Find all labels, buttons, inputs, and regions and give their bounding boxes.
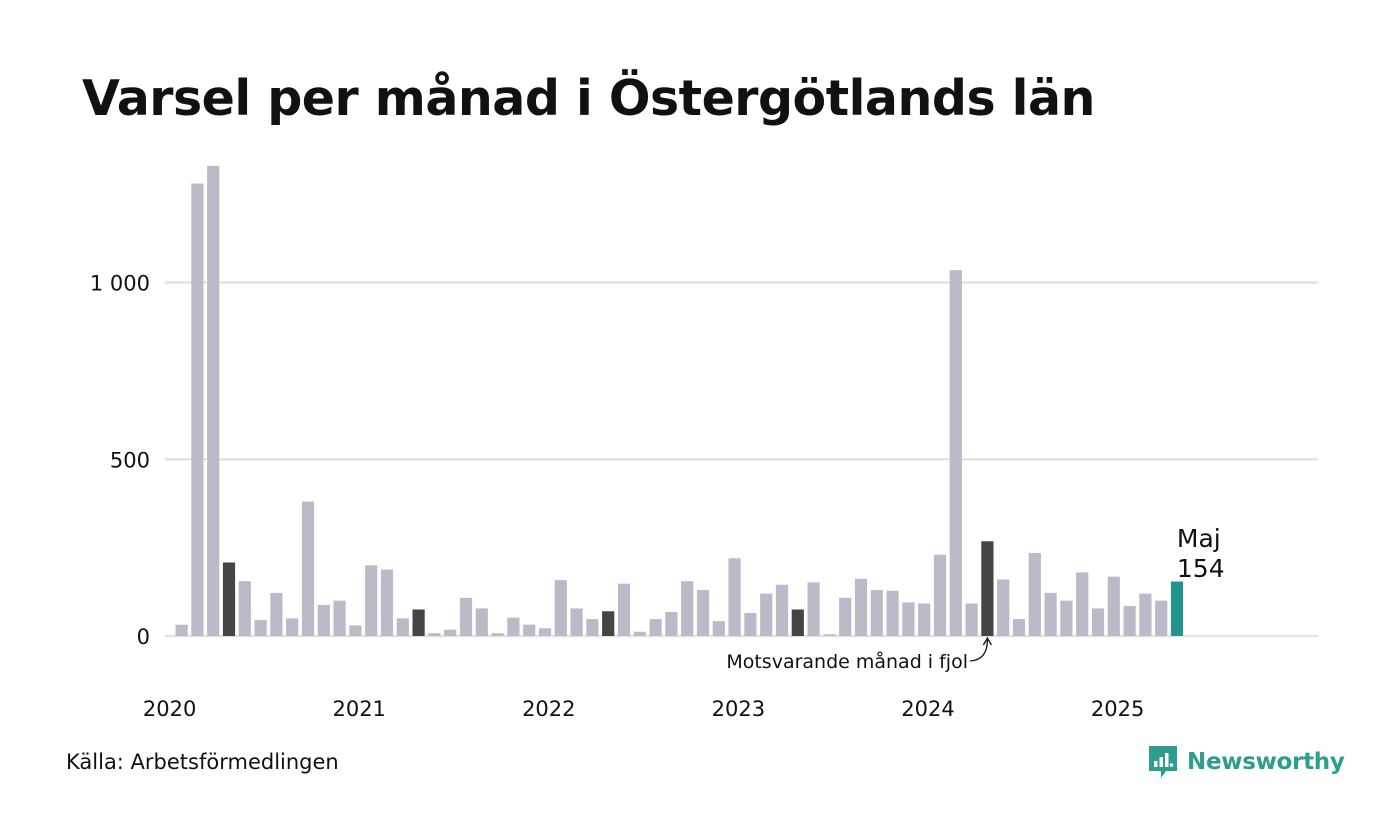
bar [459, 597, 473, 636]
bar [191, 183, 204, 636]
annotation-label: Motsvarande månad i fjol [726, 650, 968, 673]
bar [791, 609, 804, 636]
bar [254, 620, 267, 636]
bar [633, 631, 646, 636]
bar [918, 603, 931, 636]
bar [744, 613, 757, 636]
y-tick-label: 500 [110, 448, 150, 472]
x-tick-label: 2025 [1091, 697, 1144, 721]
bar [981, 541, 994, 636]
bar [523, 624, 536, 636]
bar [507, 617, 520, 636]
bar [1012, 619, 1026, 636]
chart-title: Varsel per månad i Östergötlands län [82, 70, 1095, 127]
bar [602, 611, 615, 636]
bar [554, 580, 567, 636]
brand-name: Newsworthy [1187, 749, 1345, 775]
bar [1091, 608, 1105, 636]
bar [349, 625, 362, 636]
bar [365, 565, 378, 636]
y-axis-ticks: 0 500 1 000 [90, 272, 150, 650]
bar [586, 619, 599, 636]
bar [1028, 552, 1041, 636]
bar [649, 619, 662, 636]
bar [1139, 593, 1152, 636]
bar [538, 628, 552, 636]
bar [491, 633, 504, 636]
bar [475, 608, 488, 636]
bar [1155, 600, 1168, 636]
current-month-label: Maj [1177, 524, 1221, 553]
bar [1123, 605, 1136, 636]
bar [933, 554, 947, 636]
bar [1107, 576, 1120, 636]
x-axis-ticks: 2020 2021 2022 2023 2024 2025 [143, 697, 1144, 721]
bar [760, 593, 773, 636]
source-note: Källa: Arbetsförmedlingen [66, 750, 339, 774]
x-tick-label: 2022 [522, 697, 575, 721]
bar [412, 609, 425, 636]
bar [207, 165, 220, 636]
bar [1044, 592, 1057, 636]
bar [665, 611, 678, 636]
bar [1076, 572, 1089, 636]
bar [728, 558, 741, 636]
bars [175, 165, 1184, 636]
bar [854, 578, 868, 636]
bar [886, 590, 899, 636]
bar [997, 579, 1010, 636]
bar [444, 629, 457, 636]
bar [870, 590, 883, 636]
bar [396, 618, 409, 636]
bar [301, 501, 315, 636]
y-tick-label: 0 [137, 625, 150, 649]
bar [696, 590, 710, 636]
bar [823, 634, 836, 636]
bar [712, 621, 725, 636]
newsworthy-logo-icon [1149, 746, 1177, 778]
bar [1170, 581, 1184, 636]
x-tick-label: 2021 [332, 697, 385, 721]
bar [333, 600, 346, 636]
bar [570, 608, 583, 636]
bar [949, 270, 962, 636]
bar [681, 581, 694, 636]
bar [222, 562, 236, 636]
y-tick-label: 1 000 [90, 272, 150, 296]
bar [175, 624, 188, 636]
bar [902, 602, 915, 636]
bar [839, 597, 852, 636]
x-tick-label: 2020 [143, 697, 196, 721]
bar [238, 581, 251, 636]
brand-logo: Newsworthy [1147, 744, 1345, 780]
bar [317, 604, 330, 636]
annotation-arrowhead [982, 636, 992, 646]
x-tick-label: 2023 [712, 697, 765, 721]
bar [965, 603, 978, 636]
bar [286, 618, 299, 636]
bar [428, 633, 441, 636]
bar [807, 582, 820, 636]
annotation-arrow [969, 639, 989, 662]
bar [617, 583, 631, 636]
bar [1060, 600, 1073, 636]
current-value-label: 154 [1177, 554, 1225, 583]
gridlines [165, 281, 1318, 638]
bar [775, 584, 789, 636]
bar [270, 592, 283, 636]
bar [380, 569, 394, 636]
x-tick-label: 2024 [901, 697, 954, 721]
